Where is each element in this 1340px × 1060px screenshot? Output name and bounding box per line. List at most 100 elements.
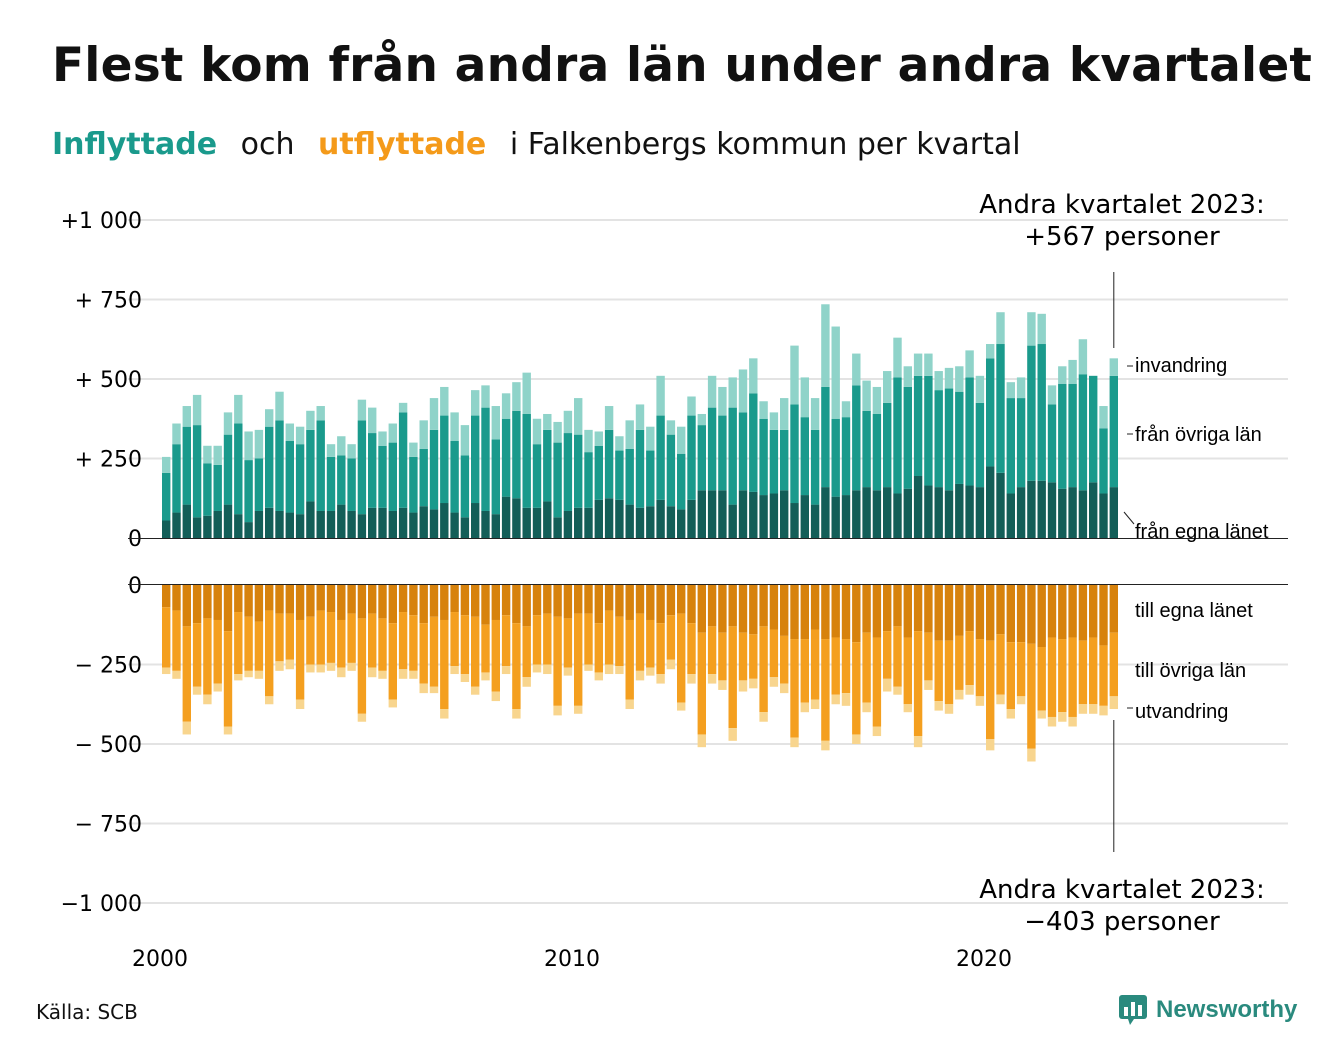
bar-in-fran-egna-lanet	[285, 512, 294, 538]
bar-out-till-ovriga-lan	[913, 631, 923, 737]
annotation-bottom-line1: Andra kvartalet 2023:	[979, 875, 1264, 905]
bar-in-fran-egna-lanet	[759, 495, 768, 538]
bar-in-fran-ovriga-lan	[1068, 383, 1077, 488]
bar-out-till-ovriga-lan	[429, 616, 439, 687]
bar-in-invandring	[182, 406, 191, 427]
bar-out-till-ovriga-lan	[512, 623, 521, 710]
bar-in-fran-egna-lanet	[687, 499, 696, 538]
bar-out-till-ovriga-lan	[728, 626, 737, 729]
bar-in-invandring	[347, 444, 356, 459]
bar-in-fran-ovriga-lan	[471, 415, 480, 504]
bar-out-till-egna-lanet	[810, 585, 820, 630]
bar-out-utvandring	[429, 686, 439, 694]
bar-in-fran-ovriga-lan	[913, 375, 923, 476]
bar-in-invandring	[1068, 359, 1077, 384]
bar-out-utvandring	[192, 686, 202, 695]
bar-in-fran-egna-lanet	[192, 517, 202, 538]
annotation-top-line2: +567 personer	[1024, 222, 1220, 252]
bar-out-till-egna-lanet	[213, 585, 222, 620]
bar-out-utvandring	[1109, 696, 1118, 710]
bar-in-invandring	[460, 425, 470, 456]
bar-in-invandring	[986, 344, 995, 359]
bar-in-fran-egna-lanet	[584, 507, 593, 538]
bar-in-fran-egna-lanet	[1078, 490, 1088, 538]
bar-out-utvandring	[749, 678, 758, 689]
bar-out-till-ovriga-lan	[223, 631, 233, 727]
bar-out-till-ovriga-lan	[893, 626, 902, 687]
bar-in-fran-egna-lanet	[471, 503, 480, 538]
bar-out-till-ovriga-lan	[501, 615, 511, 667]
bar-in-fran-egna-lanet	[965, 485, 974, 538]
bar-in-fran-egna-lanet	[913, 475, 923, 538]
bar-in-fran-egna-lanet	[975, 487, 985, 538]
bar-in-invandring	[254, 429, 264, 459]
bar-out-utvandring	[1058, 712, 1067, 722]
bar-out-till-egna-lanet	[944, 585, 954, 641]
bar-out-utvandring	[450, 666, 459, 675]
bar-in-fran-egna-lanet	[543, 501, 552, 538]
bar-out-utvandring	[357, 713, 367, 722]
legend-till-egna-lanet: till egna länet	[1135, 600, 1253, 622]
bar-out-utvandring	[1037, 710, 1046, 719]
bar-out-utvandring	[1027, 748, 1036, 762]
bar-in-fran-ovriga-lan	[295, 444, 305, 515]
bar-out-utvandring	[532, 664, 542, 673]
annotation-bottom-line2: −403 personer	[1024, 907, 1220, 937]
bar-out-utvandring	[1099, 705, 1108, 716]
bar-out-till-egna-lanet	[275, 585, 284, 614]
bar-out-utvandring	[821, 740, 830, 751]
bar-out-utvandring	[203, 694, 212, 705]
brand-name: Newsworthy	[1156, 996, 1298, 1023]
bar-out-till-ovriga-lan	[162, 607, 171, 668]
bar-in-fran-egna-lanet	[810, 504, 820, 538]
bar-in-invandring	[1047, 385, 1057, 405]
bar-in-fran-ovriga-lan	[903, 386, 912, 489]
bar-in-fran-ovriga-lan	[522, 413, 531, 508]
bar-out-utvandring	[810, 699, 820, 710]
y-tick-label-bottom: − 250	[75, 654, 142, 679]
annotation-top-line1: Andra kvartalet 2023:	[979, 190, 1264, 220]
bar-in-fran-ovriga-lan	[584, 452, 593, 508]
bar-out-till-ovriga-lan	[172, 610, 181, 671]
bar-out-till-egna-lanet	[759, 585, 768, 627]
bar-in-invandring	[429, 398, 439, 430]
bar-out-utvandring	[646, 667, 655, 676]
bar-out-till-ovriga-lan	[666, 615, 676, 660]
bar-in-invandring	[862, 380, 871, 411]
bar-out-till-ovriga-lan	[759, 626, 768, 713]
bar-in-fran-egna-lanet	[1089, 482, 1098, 538]
bar-in-fran-egna-lanet	[841, 495, 851, 538]
bar-out-till-egna-lanet	[532, 585, 542, 616]
bar-in-invandring	[285, 423, 294, 442]
bar-out-till-egna-lanet	[749, 585, 758, 635]
bar-in-fran-ovriga-lan	[316, 420, 325, 511]
bar-in-fran-egna-lanet	[790, 503, 799, 538]
bar-out-till-egna-lanet	[192, 585, 202, 624]
bar-in-fran-ovriga-lan	[738, 412, 748, 491]
bar-in-fran-ovriga-lan	[965, 377, 974, 486]
bar-in-fran-egna-lanet	[924, 485, 933, 538]
bar-in-invandring	[306, 410, 315, 430]
bar-out-till-ovriga-lan	[306, 616, 315, 665]
bar-out-till-egna-lanet	[1068, 585, 1077, 638]
bar-in-fran-ovriga-lan	[162, 472, 171, 521]
bar-out-till-egna-lanet	[378, 585, 387, 619]
bar-in-invandring	[738, 369, 748, 413]
bar-in-fran-egna-lanet	[378, 507, 387, 538]
bar-out-till-egna-lanet	[821, 585, 830, 640]
bar-out-till-ovriga-lan	[697, 632, 706, 735]
bar-out-till-ovriga-lan	[275, 613, 284, 662]
bar-in-fran-ovriga-lan	[203, 463, 212, 516]
bar-in-invandring	[707, 375, 717, 408]
y-tick-label-top: +1 000	[61, 209, 142, 234]
bar-in-fran-egna-lanet	[368, 507, 377, 538]
bar-out-till-ovriga-lan	[852, 642, 861, 735]
bar-out-utvandring	[563, 667, 573, 676]
bar-in-fran-egna-lanet	[955, 483, 964, 538]
bar-in-fran-ovriga-lan	[893, 377, 902, 494]
bar-in-fran-egna-lanet	[553, 517, 562, 538]
bar-in-fran-egna-lanet	[306, 501, 315, 538]
bar-out-utvandring	[172, 670, 181, 679]
bar-in-fran-egna-lanet	[295, 514, 305, 538]
subtitle-och: och	[240, 127, 295, 162]
